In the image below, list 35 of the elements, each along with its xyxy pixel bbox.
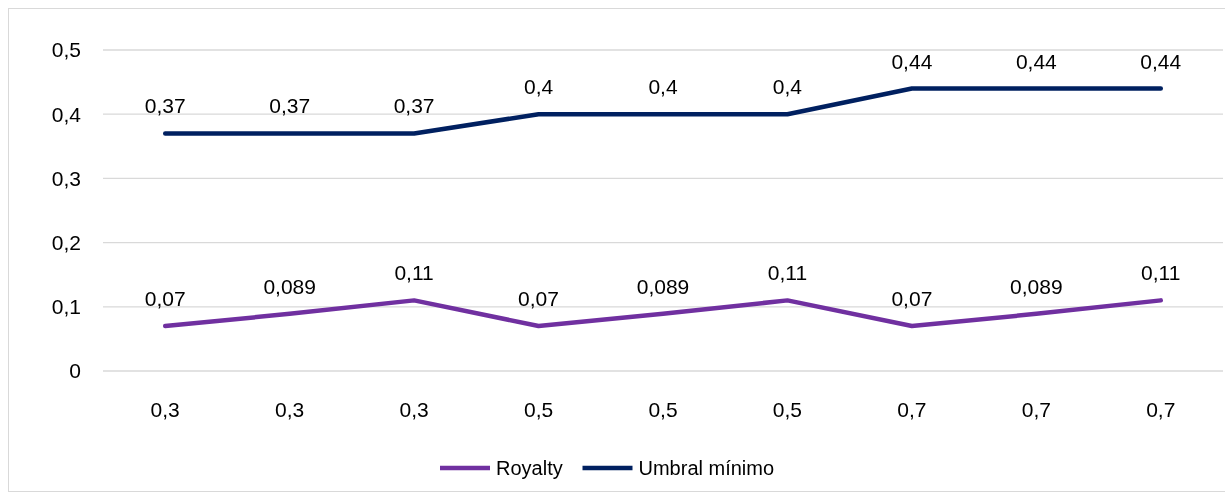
data-label: 0,07 bbox=[144, 287, 186, 311]
data-label: 0,4 bbox=[648, 75, 678, 99]
data-label: 0,44 bbox=[1140, 49, 1182, 73]
y-tick-label: 0,4 bbox=[51, 102, 82, 126]
x-tick-label: 0,3 bbox=[275, 398, 305, 421]
data-label: 0,4 bbox=[523, 75, 554, 99]
data-label: 0,089 bbox=[636, 274, 690, 298]
data-label: 0,11 bbox=[767, 261, 808, 285]
x-tick-label: 0,5 bbox=[523, 398, 554, 421]
data-label: 0,4 bbox=[772, 75, 803, 99]
data-label: 0,44 bbox=[891, 49, 933, 73]
y-tick-label: 0,2 bbox=[51, 230, 81, 254]
data-label: 0,11 bbox=[394, 261, 434, 285]
y-tick-label: 0,5 bbox=[51, 38, 81, 62]
x-tick-label: 0,5 bbox=[772, 398, 803, 421]
x-tick-label: 0,5 bbox=[648, 398, 678, 421]
data-label: 0,37 bbox=[393, 94, 435, 118]
data-label: 0,089 bbox=[263, 274, 316, 298]
data-label: 0,37 bbox=[144, 94, 186, 118]
y-tick-label: 0,1 bbox=[51, 295, 81, 319]
x-tick-label: 0,7 bbox=[1021, 398, 1051, 421]
data-label: 0,07 bbox=[891, 287, 933, 311]
data-label: 0,089 bbox=[1010, 274, 1063, 298]
y-tick-label: 0,3 bbox=[51, 166, 81, 190]
data-label: 0,11 bbox=[1141, 261, 1181, 285]
legend-label: Umbral mínimo bbox=[638, 457, 775, 479]
data-label: 0,37 bbox=[269, 94, 311, 118]
x-tick-label: 0,3 bbox=[399, 398, 429, 421]
data-label: 0,07 bbox=[518, 287, 559, 311]
x-tick-label: 0,7 bbox=[897, 398, 927, 421]
y-tick-label: 0 bbox=[69, 359, 81, 383]
x-tick-label: 0,7 bbox=[1146, 398, 1176, 421]
x-tick-label: 0,3 bbox=[150, 398, 180, 421]
data-label: 0,44 bbox=[1015, 49, 1058, 73]
legend-label: Royalty bbox=[496, 457, 563, 479]
